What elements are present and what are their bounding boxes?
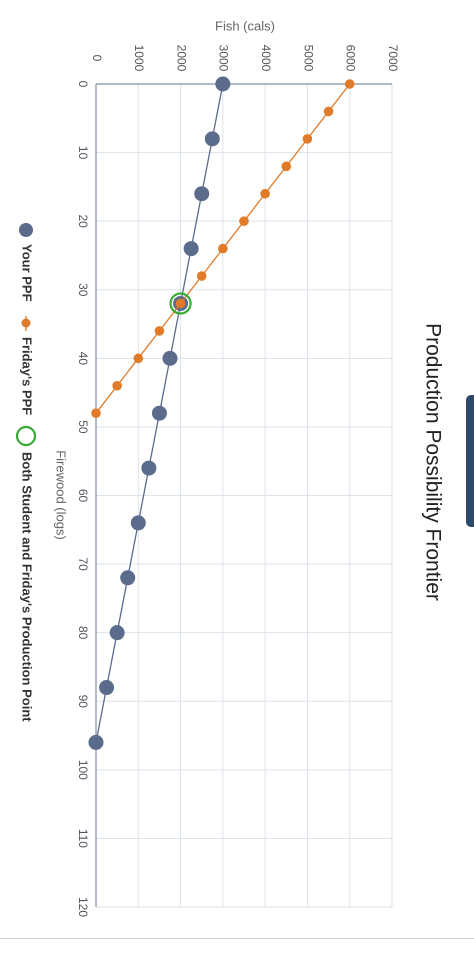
x-tick-label: 60 [76,489,90,503]
series-layer [88,76,355,750]
data-point [130,515,146,531]
y-tick-label: 7000 [386,45,400,72]
bottom-divider [0,938,474,939]
data-point [204,131,220,147]
y-tick-label: 1000 [132,45,146,72]
y-tick-label: 0 [90,55,104,62]
x-tick-label: 0 [76,81,90,88]
data-point [175,298,186,309]
x-tick-label: 30 [76,283,90,297]
data-point [302,134,313,144]
title-layer: Production Possibility Frontier [421,323,444,601]
x-tick-label: 90 [76,695,90,709]
x-tick-label: 20 [76,214,90,228]
data-point [109,625,125,641]
data-point [323,106,334,117]
data-point [154,326,165,336]
y-tick-label: 3000 [217,45,231,72]
y-tick-label: 2000 [174,45,188,72]
y-tick-label: 6000 [344,45,358,72]
data-point [260,188,270,199]
legend-marker-production-point [15,425,37,447]
data-point [133,353,144,364]
x-tick-label: 70 [76,557,90,571]
data-point [196,271,207,281]
x-tick-label: 40 [76,352,90,366]
legend-label-production-point: Both Student and Friday's Production Poi… [20,452,35,722]
y-tick-label: 5000 [301,45,315,72]
data-point [120,570,136,586]
scroll-handle[interactable] [466,395,474,527]
data-point [194,186,210,202]
legend-marker-your-ppf [19,223,33,237]
data-point [215,76,231,92]
legend-marker-friday-ppf [21,318,31,328]
chart-title: Production Possibility Frontier [421,323,444,601]
x-tick-label: 50 [76,420,90,434]
data-point [218,243,228,254]
data-point [151,405,167,421]
data-point [99,680,115,696]
data-point [162,350,178,366]
x-tick-label: 110 [76,829,90,848]
legend-label-friday-ppf: Friday's PPF [20,337,35,415]
x-tick-label: 120 [76,897,90,917]
axes: 0 10 20 30 40 50 60 70 80 90 100 110 120 0 1000 2000 300… [54,18,400,917]
data-point [281,161,292,172]
legend-label-your-ppf: Your PPF [20,244,35,302]
data-point [91,408,101,419]
data-point [344,79,355,89]
y-axis-title: Fish (cals) [215,18,275,33]
data-point [88,734,104,750]
data-point [141,460,157,476]
x-tick-label: 10 [76,146,90,160]
y-tick-label: 4000 [259,45,273,72]
x-axis-title: Firewood (logs) [54,450,69,540]
grid [96,84,393,908]
data-point [112,380,122,391]
data-point [239,216,249,226]
production-point-marker [169,292,192,315]
legend: Your PPF Friday's PPF Both Student and Fri… [15,223,37,722]
x-tick-label: 100 [76,760,90,780]
data-point [183,241,199,257]
x-tick-label: 80 [76,626,90,640]
